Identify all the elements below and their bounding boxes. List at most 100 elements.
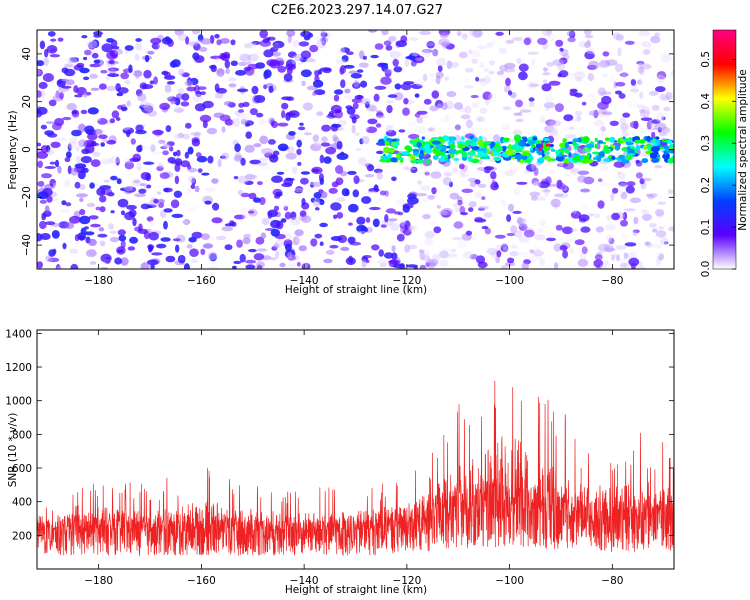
spectrogram-cell [236, 239, 243, 248]
spectrogram-cell [337, 127, 344, 131]
spectrogram-cell [336, 197, 346, 203]
spectrogram-cell [604, 260, 609, 265]
spectrogram-cell [325, 249, 335, 255]
spectrogram-cell [93, 59, 101, 64]
spectrogram-cell [87, 132, 98, 141]
spectrogram-cell [419, 30, 432, 36]
spectrogram-cell [460, 174, 470, 178]
spectrogram-cell [381, 30, 389, 36]
spectrogram-cell [569, 88, 578, 93]
spectrogram-cell [61, 67, 69, 74]
spectrogram-cell [166, 81, 175, 85]
spectrogram-cell [570, 210, 582, 219]
spectrogram-cell [149, 80, 155, 85]
spectrogram-cell [657, 201, 667, 205]
spectrogram-cell [416, 103, 427, 110]
spectrogram-cell [276, 171, 285, 175]
spectrogram-cell [422, 50, 431, 58]
spectrogram-cell [501, 145, 507, 152]
colorbar-tick-label: 0.4 [700, 93, 712, 110]
spectrogram-cell [582, 136, 590, 143]
spectrogram-cell [571, 228, 578, 232]
spectrogram-cell [380, 224, 387, 228]
spectrogram-cell [660, 93, 666, 101]
spectrogram-cell [165, 255, 176, 263]
spectrogram-cell [548, 59, 557, 64]
spectrogram-cell [568, 157, 573, 162]
spectrogram-cell [385, 129, 397, 137]
spectrogram-cell [329, 244, 339, 249]
spectrogram-cell [606, 215, 612, 221]
spectrogram-cell [572, 142, 576, 146]
spectrogram-cell [625, 140, 633, 146]
spectrogram-cell [655, 113, 665, 122]
spectrogram-cell [472, 212, 478, 217]
spectrogram-cell [486, 244, 496, 254]
snr-x-tick-label: −120 [392, 575, 421, 587]
spectrogram-cell [343, 64, 355, 69]
spectrogram-cell [431, 90, 440, 99]
spectrogram-cell [512, 37, 523, 41]
spectrogram-cell [535, 143, 543, 149]
spectrogram-cell [266, 37, 271, 41]
spectrogram-cell [438, 250, 449, 259]
spectrogram-cell [85, 249, 97, 258]
spectrogram-cell [190, 132, 202, 136]
spectrogram-cell [328, 111, 334, 115]
spectrogram-cell [618, 93, 626, 99]
spectrogram-cell [624, 242, 637, 247]
spectrogram-cell [467, 49, 473, 54]
spectrogram-cell [134, 71, 140, 80]
spectrogram-cell [512, 210, 522, 214]
spectrogram-cell [74, 234, 80, 242]
spectrogram-cell [118, 235, 127, 242]
spectrogram-cell [616, 35, 626, 43]
spectrogram-cell [449, 143, 456, 149]
spectrogram-cell [566, 108, 574, 115]
spectrogram-cell [276, 220, 284, 230]
spectrogram-cell [288, 131, 296, 136]
spectrogram-cell [400, 35, 408, 43]
spectrogram-cell [437, 152, 442, 157]
spectrogram-cell [460, 114, 471, 120]
spectrogram-cell [567, 37, 576, 43]
spectrogram-cell [79, 184, 86, 190]
spectrogram-cell [151, 42, 160, 50]
spectrogram-cell [360, 225, 366, 235]
spectrogram-cell [335, 59, 347, 64]
spectrogram-cell [296, 237, 302, 245]
spectrogram-cell [563, 134, 576, 139]
spectrogram-cell [550, 198, 561, 208]
spectrogram-cell [503, 85, 511, 93]
spectrogram-cell [392, 263, 405, 269]
spectrogram-cell [581, 158, 590, 164]
spectrogram-cell [574, 92, 583, 98]
spectrogram-cell [325, 147, 337, 155]
spectrogram-cell [577, 175, 587, 183]
spectrogram-cell [313, 192, 322, 199]
spectrogram-cell [598, 64, 606, 69]
spectrogram-cell [139, 104, 147, 110]
spectrogram-cell [107, 73, 120, 78]
spectrogram-cell [188, 175, 196, 184]
spectrogram-cell [418, 153, 424, 160]
spectrogram-cell [256, 181, 263, 186]
spectrogram-cell [394, 83, 402, 90]
spectrogram-cell [451, 237, 463, 241]
spectrogram-cell [224, 131, 233, 140]
spectrogram-cell [310, 143, 322, 152]
spectrogram-cell [505, 39, 515, 45]
spectrogram-cell [650, 146, 660, 153]
spectrogram-cell [120, 72, 130, 80]
spectrogram-cell [542, 145, 548, 152]
spectrogram-cell [45, 255, 53, 263]
spectrogram-cell [587, 73, 595, 82]
spectrogram-cell [336, 212, 344, 219]
spectrogram-cell [532, 75, 539, 85]
spectrogram-cell [202, 100, 214, 109]
spectrogram-cell [650, 35, 661, 44]
spectrogram-cell [319, 67, 332, 72]
spectrogram-cell [450, 61, 460, 68]
spectrogram-cell [447, 141, 451, 145]
spectrogram-cell [453, 102, 464, 110]
